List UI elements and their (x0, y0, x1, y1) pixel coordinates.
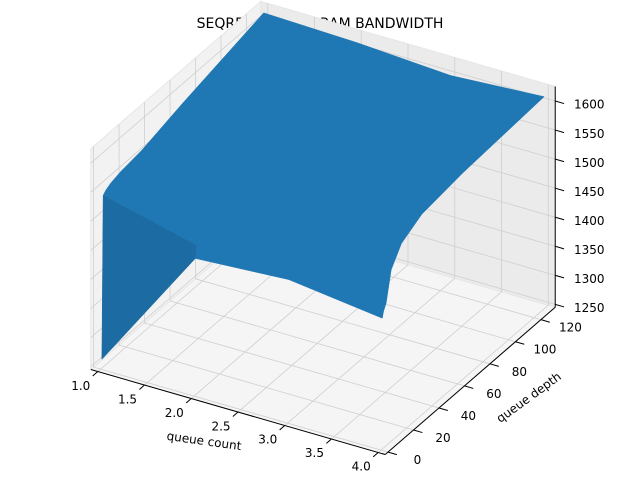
z-tick (555, 216, 565, 221)
x-tick (232, 411, 239, 417)
x-tick (326, 438, 332, 444)
z-tick (555, 245, 565, 250)
y-tick (438, 407, 448, 411)
z-tick (555, 187, 565, 192)
y-tick-label: 0 (414, 453, 422, 467)
y-tick-label: 40 (461, 409, 476, 423)
x-tick-label: 2.0 (165, 406, 184, 420)
grid-line (169, 300, 465, 387)
z-tick (555, 274, 565, 279)
y-tick-label: 60 (486, 387, 501, 401)
grid-line (90, 15, 262, 164)
z-tick-label: 1450 (574, 185, 605, 199)
x-tick (185, 398, 192, 404)
x-tick (139, 384, 145, 390)
y-axis-label: queue depth (494, 369, 564, 425)
x-tick-label: 3.0 (258, 433, 277, 447)
x-axis (90, 369, 386, 456)
z-tick-label: 1550 (574, 127, 605, 141)
y-tick-label: 80 (512, 365, 527, 379)
surface-patch (288, 278, 384, 319)
y-tick (489, 363, 499, 367)
z-tick-label: 1400 (574, 214, 605, 228)
z-tick-label: 1600 (574, 98, 605, 112)
z-tick-label: 1250 (574, 301, 605, 315)
x-tick-label: 2.5 (211, 419, 230, 433)
y-tick (413, 429, 423, 434)
z-tick (555, 100, 565, 105)
y-tick (464, 385, 474, 389)
grid-line (93, 366, 389, 453)
z-tick (555, 158, 565, 163)
y-tick (515, 341, 525, 345)
x-axis-label: queue count (166, 429, 243, 453)
z-tick-label: 1300 (574, 272, 605, 286)
x-tick-label: 3.5 (305, 446, 324, 460)
x-tick-label: 4.0 (352, 460, 371, 474)
x-tick-label: 1.0 (71, 379, 90, 393)
y-tick-label: 120 (559, 321, 582, 335)
z-tick (555, 303, 565, 308)
z-tick-label: 1500 (574, 156, 605, 170)
x-tick (372, 452, 379, 458)
z-tick-label: 1350 (574, 243, 605, 257)
z-tick (555, 129, 565, 134)
grid-line (144, 322, 440, 409)
y-tick (387, 451, 398, 456)
x-tick (279, 425, 286, 431)
y-tick (540, 319, 550, 323)
y-axis (384, 306, 556, 455)
grid-line (118, 344, 414, 431)
y-tick-label: 20 (435, 431, 450, 445)
grid-line (195, 278, 491, 365)
y-tick-label: 100 (533, 343, 556, 357)
x-tick (92, 371, 99, 377)
x-tick-label: 1.5 (118, 392, 137, 406)
